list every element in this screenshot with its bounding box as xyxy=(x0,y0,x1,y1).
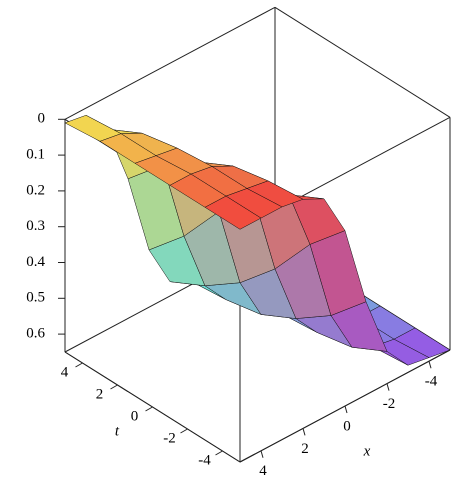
x-tick xyxy=(302,428,306,436)
x-tick xyxy=(260,450,264,458)
z-tick-label: 0 xyxy=(38,111,46,127)
x-tick-label: 4 xyxy=(259,463,267,479)
t-tick-label: -2 xyxy=(163,430,176,446)
box-edge xyxy=(64,6,276,120)
t-tick xyxy=(75,362,83,368)
z-tick-label: 0.6 xyxy=(26,326,45,342)
x-tick-label: -4 xyxy=(425,374,438,390)
t-tick xyxy=(180,428,188,434)
t-tick xyxy=(145,406,153,412)
t-tick-label: -4 xyxy=(198,452,211,468)
x-axis-label: x xyxy=(363,443,371,459)
z-tick-label: 0.2 xyxy=(26,182,45,198)
t-tick xyxy=(215,450,223,456)
t-tick-label: 2 xyxy=(96,386,104,402)
surface-patch xyxy=(204,195,262,230)
box-edge xyxy=(274,6,451,118)
z-tick-label: 0.5 xyxy=(26,290,45,306)
t-tick-label: 0 xyxy=(131,408,139,424)
x-tick xyxy=(386,383,390,391)
x-tick-label: -2 xyxy=(383,396,396,412)
z-tick-label: 0.4 xyxy=(26,254,45,270)
z-tick-label: 0.3 xyxy=(26,218,45,234)
x-tick-label: 2 xyxy=(301,441,309,457)
axes: 0 0.1 0.2 0.3 0.4 0.5 0.6 4 2 0 -2 -4 4 2 0 -2 -4 xyxy=(26,111,438,479)
t-axis-label: t xyxy=(115,423,120,439)
x-tick xyxy=(428,361,432,369)
x-tick-label: 0 xyxy=(343,418,351,434)
surface xyxy=(64,115,451,366)
x-tick xyxy=(344,405,348,414)
t-tick xyxy=(110,384,118,390)
t-tick-label: 4 xyxy=(61,364,69,380)
z-tick-label: 0.1 xyxy=(26,147,45,163)
